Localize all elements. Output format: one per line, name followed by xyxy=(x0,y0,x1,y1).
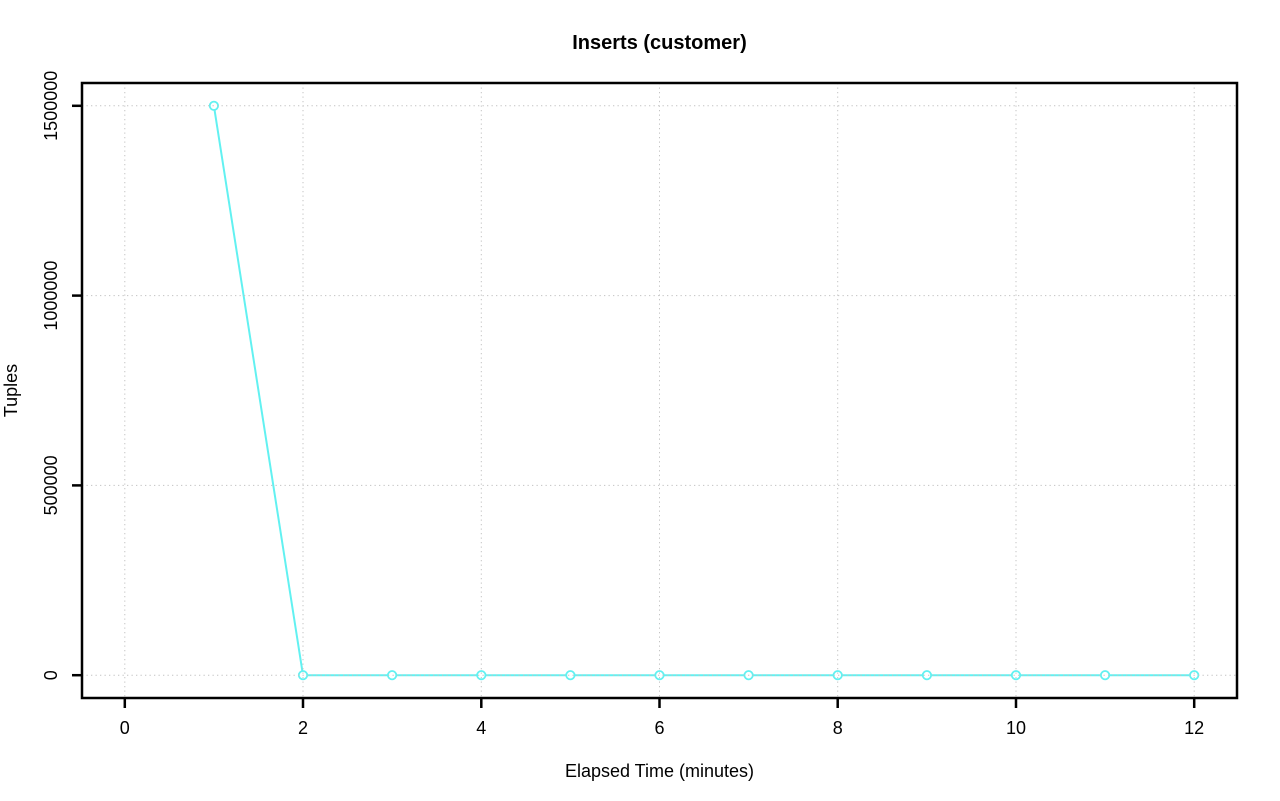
x-tick-label: 2 xyxy=(298,718,308,738)
x-tick-label: 0 xyxy=(120,718,130,738)
data-point-marker xyxy=(208,100,219,111)
grid-layer xyxy=(82,83,1237,698)
data-point-marker xyxy=(476,670,487,681)
y-tick-label: 500000 xyxy=(41,455,61,515)
x-tick-label: 12 xyxy=(1184,718,1204,738)
plot-border xyxy=(80,81,1239,700)
chart-title: Inserts (customer) xyxy=(572,32,747,54)
x-axis-title: Elapsed Time (minutes) xyxy=(565,761,754,781)
x-tick-label: 4 xyxy=(476,718,486,738)
data-point-marker xyxy=(1010,670,1022,681)
axes-layer: 0 2 4 6 8 10 12 0 500000 1000000 1500000 xyxy=(41,71,1239,738)
series-line xyxy=(212,105,1195,677)
data-series-layer xyxy=(208,100,1200,681)
y-tick-label: 1000000 xyxy=(41,261,61,331)
data-point-marker xyxy=(565,670,576,681)
data-point-marker xyxy=(386,670,398,681)
x-tick-label: 6 xyxy=(654,718,664,738)
x-tick-label: 10 xyxy=(1006,718,1026,738)
y-tick-label: 1500000 xyxy=(41,71,61,141)
y-axis-title: Tuples xyxy=(1,364,21,417)
y-tick-label: 0 xyxy=(41,670,61,680)
x-tick-label: 8 xyxy=(833,718,843,738)
data-point-marker xyxy=(921,670,933,681)
